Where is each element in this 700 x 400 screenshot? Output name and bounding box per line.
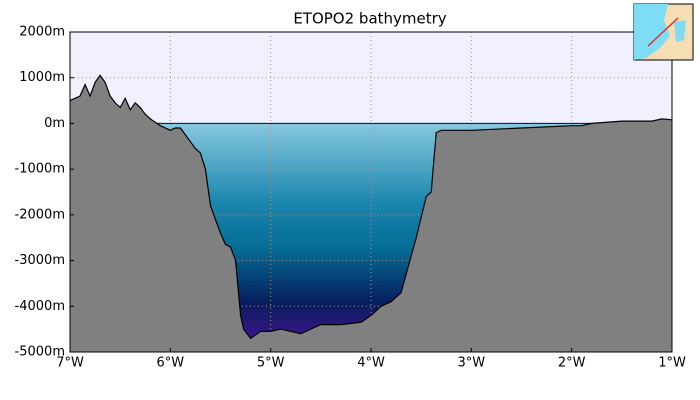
y-tick-label: -1000m <box>15 162 65 177</box>
y-tick-label: 1000m <box>19 70 65 85</box>
x-tick-label: 5°W <box>257 356 285 371</box>
chart-title: ETOPO2 bathymetry <box>293 10 446 28</box>
x-tick-label: 4°W <box>357 356 385 371</box>
inset-map <box>633 3 694 61</box>
y-tick-label: -3000m <box>15 253 65 268</box>
y-tick-label: -4000m <box>15 299 65 314</box>
x-tick-label: 1°W <box>658 356 686 371</box>
y-tick-label: -2000m <box>15 207 65 222</box>
terrain-outline <box>69 74 673 340</box>
x-tick-label: 2°W <box>558 356 586 371</box>
x-tick-label: 3°W <box>458 356 486 371</box>
terrain <box>70 75 672 353</box>
y-tick-label: 0m <box>44 116 65 131</box>
y-tick-label: -5000m <box>15 345 65 360</box>
x-tick-label: 6°W <box>157 356 185 371</box>
x-tick-label: 7°W <box>56 356 84 371</box>
y-tick-label: 2000m <box>19 25 65 40</box>
